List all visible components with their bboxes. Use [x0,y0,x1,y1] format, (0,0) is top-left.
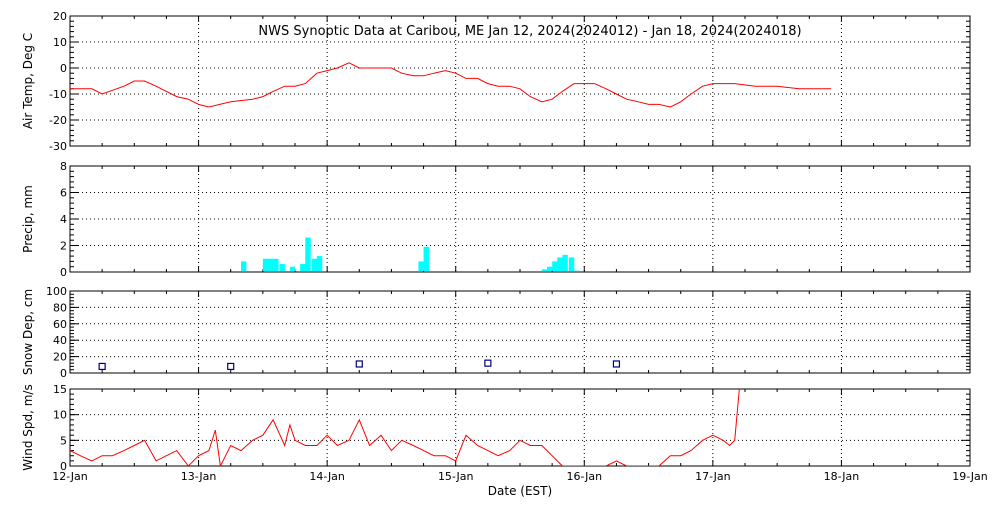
y-tick-label: 100 [46,285,67,298]
panel-frame [70,291,970,373]
temp-series-line [70,63,831,107]
y-tick-label: -10 [49,88,67,101]
precip-bar [268,259,273,271]
precip-bar [300,264,305,271]
snow-depth-point [228,363,234,369]
y-axis-title-temp: Air Temp, Deg C [21,33,35,129]
y-tick-label: 0 [60,62,67,75]
precip-bar [241,261,246,271]
snow-depth-point [485,360,491,366]
y-tick-label: 8 [60,160,67,173]
wind-series-line [70,420,735,466]
y-tick-label: 6 [60,187,67,200]
snow-depth-point [613,361,619,367]
precip-bar [547,267,552,271]
x-axis-title: Date (EST) [488,484,552,498]
y-tick-label: -20 [49,114,67,127]
y-tick-label: 10 [53,409,67,422]
panel-wind: 15 10 5 0 Wind Spd, m/s 12-Jan 13-Jan 14-Jan 15-… [21,369,988,483]
y-tick-label: 4 [60,213,67,226]
wind-spike-line [735,369,741,440]
y-tick-label: 15 [53,383,67,396]
precip-bar [557,257,562,271]
y-axis-title-wind: Wind Spd, m/s [21,384,35,470]
y-tick-label: 5 [60,434,67,447]
y-tick-label: 60 [53,318,67,331]
panel-snow: 100 80 60 40 20 0 Snow Dep, cm [21,285,970,380]
precip-bar [273,259,278,271]
snow-depth-point [99,363,105,369]
x-tick-label: 15-Jan [438,470,474,483]
precip-bar [263,259,268,271]
precip-bar [290,267,295,271]
y-tick-label: 2 [60,240,67,253]
y-axis-title-precip: Precip, mm [21,185,35,253]
panel-frame [70,389,970,466]
y-tick-label: 20 [53,10,67,23]
y-tick-label: 80 [53,301,67,314]
precip-bar [305,238,310,271]
x-tick-label: 16-Jan [567,470,603,483]
precip-bar [562,255,567,271]
x-tick-label: 17-Jan [695,470,731,483]
x-tick-label: 19-Jan [952,470,988,483]
precip-bar [552,261,557,271]
precip-bar [542,269,547,271]
y-tick-label: -30 [49,140,67,153]
x-tick-label: 12-Jan [52,470,88,483]
precip-bar [418,261,423,271]
y-tick-label: 0 [60,367,67,380]
x-tick-label: 13-Jan [181,470,217,483]
panel-precip: 8 6 4 2 0 Precip, mm [21,160,970,279]
precip-bar [312,259,317,271]
chart-title: NWS Synoptic Data at Caribou, ME Jan 12,… [258,24,801,39]
x-tick-label: 14-Jan [309,470,345,483]
precip-bar [317,256,322,271]
y-tick-label: 40 [53,334,67,347]
y-tick-label: 0 [60,266,67,279]
snow-depth-point [356,361,362,367]
x-tick-label: 18-Jan [824,470,860,483]
y-tick-label: 10 [53,36,67,49]
y-axis-title-snow: Snow Dep, cm [21,289,35,375]
precip-bar [424,247,429,271]
precip-bar [569,257,574,271]
y-tick-label: 20 [53,351,67,364]
precip-bar [280,264,285,271]
